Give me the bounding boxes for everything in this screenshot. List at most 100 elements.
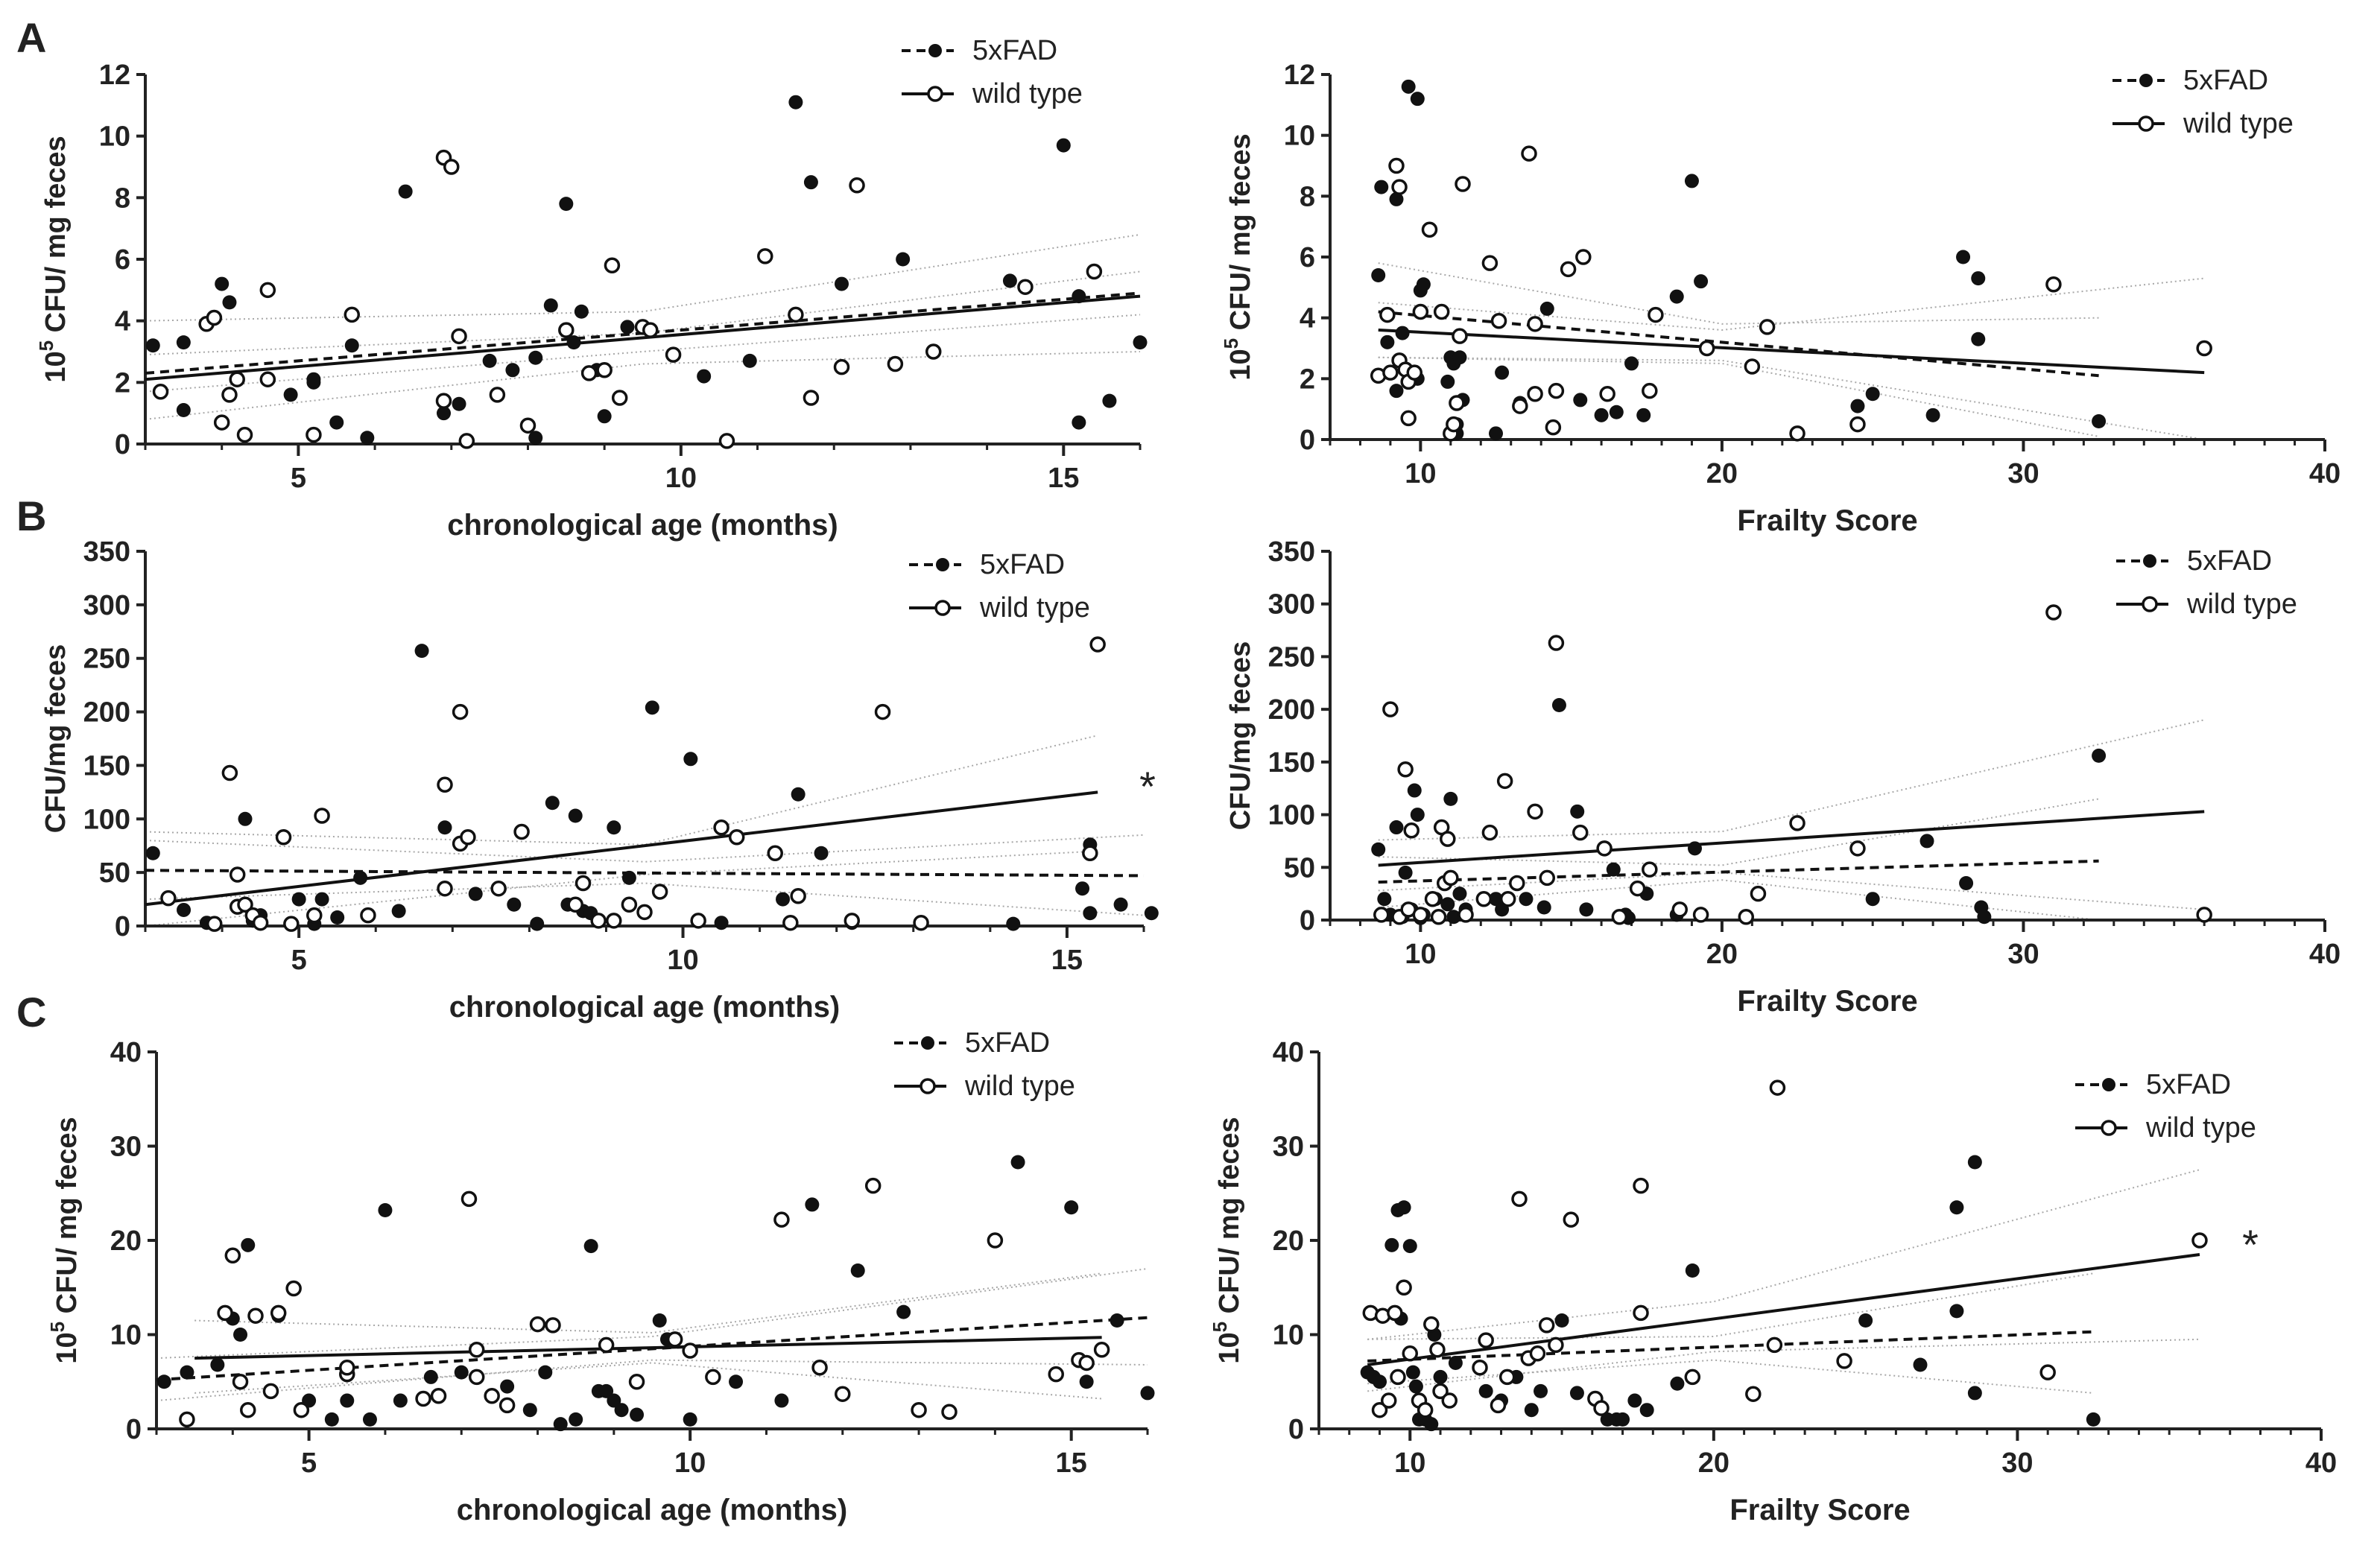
data-point-wild-type xyxy=(206,916,223,932)
data-point-5xfad xyxy=(330,910,345,925)
data-point-5xfad xyxy=(353,870,368,885)
y-tick-label: 0 xyxy=(1288,1414,1304,1445)
data-point-5xfad xyxy=(814,846,829,860)
data-point-5xfad xyxy=(500,1379,515,1394)
data-point-wild-type xyxy=(1629,880,1646,897)
data-point-5xfad xyxy=(1977,910,1992,925)
data-point-wild-type xyxy=(1455,176,1471,192)
data-point-wild-type xyxy=(604,257,621,274)
legend-marker xyxy=(934,600,951,616)
data-point-wild-type xyxy=(1593,1400,1610,1416)
data-point-5xfad xyxy=(1433,1369,1448,1384)
data-point-wild-type xyxy=(360,907,376,924)
data-point-wild-type xyxy=(911,1401,927,1418)
y-tick-label: 2 xyxy=(115,367,130,399)
data-point-5xfad xyxy=(1398,865,1413,880)
data-point-5xfad xyxy=(1609,405,1624,419)
x-axis-label: Frailty Score xyxy=(1737,504,1917,537)
data-point-wild-type xyxy=(1789,815,1805,831)
data-point-wild-type xyxy=(1403,822,1420,839)
data-point-wild-type xyxy=(490,880,507,897)
legend-marker xyxy=(927,86,943,102)
x-tick-label: 30 xyxy=(2007,939,2039,970)
data-point-wild-type xyxy=(1472,1360,1488,1376)
data-point-5xfad xyxy=(1083,906,1098,921)
x-tick-label: 30 xyxy=(2001,1447,2033,1479)
data-point-5xfad xyxy=(437,406,451,421)
x-tick-label: 40 xyxy=(2309,939,2341,970)
data-point-wild-type xyxy=(773,1211,790,1228)
x-axis-label: Frailty Score xyxy=(1737,985,1917,1018)
x-tick-label: 10 xyxy=(1394,1447,1425,1479)
data-point-wild-type xyxy=(2045,604,2062,621)
data-point-wild-type xyxy=(415,1390,431,1407)
data-point-5xfad xyxy=(614,1403,629,1418)
data-point-5xfad xyxy=(324,1412,339,1427)
data-point-wild-type xyxy=(1380,1392,1397,1409)
data-point-5xfad xyxy=(545,796,560,811)
data-point-wild-type xyxy=(811,1360,828,1376)
data-point-wild-type xyxy=(499,1397,516,1414)
x-axis-label: chronological age (months) xyxy=(447,509,838,542)
data-point-wild-type xyxy=(224,1247,241,1263)
data-point-wild-type xyxy=(718,433,735,449)
data-point-wild-type xyxy=(1521,145,1537,162)
data-point-wild-type xyxy=(1441,1392,1458,1409)
data-point-5xfad xyxy=(835,276,849,291)
x-tick-label: 15 xyxy=(1056,1447,1087,1479)
data-point-5xfad xyxy=(599,1383,614,1398)
data-point-5xfad xyxy=(215,276,230,291)
data-point-wild-type xyxy=(1086,263,1103,280)
data-point-wild-type xyxy=(1671,901,1689,918)
data-point-wild-type xyxy=(1402,1345,1419,1362)
data-point-5xfad xyxy=(1624,356,1639,371)
confidence-band-lower-1 xyxy=(1378,356,2099,437)
x-tick-label: 20 xyxy=(1706,458,1738,489)
y-axis-label: 105 CFU/ mg feces xyxy=(35,136,72,382)
data-point-wild-type xyxy=(1490,313,1507,329)
data-point-5xfad xyxy=(1405,1365,1420,1380)
y-tick-label: 0 xyxy=(115,911,130,942)
data-point-5xfad xyxy=(1971,271,1986,286)
data-point-wild-type xyxy=(1599,386,1615,402)
data-point-5xfad xyxy=(1102,393,1117,408)
data-point-wild-type xyxy=(1093,1341,1110,1358)
data-point-wild-type xyxy=(2039,1364,2056,1380)
data-point-5xfad xyxy=(597,409,612,424)
data-point-5xfad xyxy=(468,887,483,901)
data-point-wild-type xyxy=(437,776,453,793)
data-point-wild-type xyxy=(1642,861,1658,878)
data-point-wild-type xyxy=(458,433,475,449)
data-point-5xfad xyxy=(1865,892,1880,907)
y-tick-label: 250 xyxy=(83,644,130,675)
data-point-5xfad xyxy=(1452,887,1467,901)
data-point-wild-type xyxy=(628,1374,645,1390)
data-point-wild-type xyxy=(519,417,537,434)
data-point-5xfad xyxy=(1639,1403,1654,1418)
data-point-wild-type xyxy=(430,1387,447,1404)
data-point-wild-type xyxy=(1440,831,1456,847)
data-point-wild-type xyxy=(782,914,799,931)
data-point-wild-type xyxy=(887,355,904,372)
legend-marker xyxy=(2139,74,2153,87)
data-point-5xfad xyxy=(574,304,589,319)
regression-line-wild-type xyxy=(194,1336,1102,1360)
data-point-wild-type xyxy=(1078,1354,1095,1372)
data-point-5xfad xyxy=(774,1393,789,1408)
data-point-wild-type xyxy=(1538,1317,1555,1334)
y-tick-label: 2 xyxy=(1300,364,1315,395)
data-point-wild-type xyxy=(2196,340,2212,357)
data-point-wild-type xyxy=(460,828,476,846)
data-point-wild-type xyxy=(1390,1369,1406,1386)
data-point-wild-type xyxy=(252,914,269,931)
data-point-5xfad xyxy=(1395,326,1410,340)
confidence-band-upper-2 xyxy=(194,1272,1102,1334)
data-point-5xfad xyxy=(180,1365,194,1380)
data-point-wild-type xyxy=(1089,636,1106,653)
data-point-5xfad xyxy=(238,811,253,826)
data-point-5xfad xyxy=(530,916,545,931)
data-point-5xfad xyxy=(1534,1383,1548,1398)
data-point-wild-type xyxy=(849,177,865,194)
data-point-wild-type xyxy=(217,1304,233,1322)
regression-line-5xfad xyxy=(1367,1330,2094,1363)
